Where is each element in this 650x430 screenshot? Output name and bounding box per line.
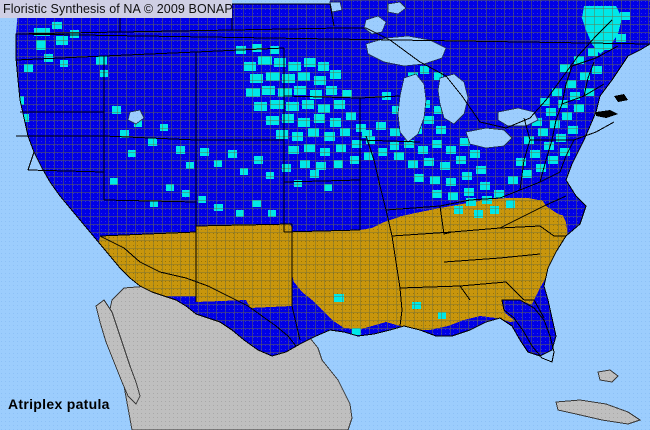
political-borders xyxy=(15,3,650,357)
coastal-detail xyxy=(596,94,628,118)
florida-outline xyxy=(501,299,555,363)
copyright-banner: Floristic Synthesis of NA © 2009 BONAP xyxy=(0,0,232,18)
species-name-label: Atriplex patula xyxy=(8,396,110,412)
great-lakes xyxy=(127,1,539,149)
